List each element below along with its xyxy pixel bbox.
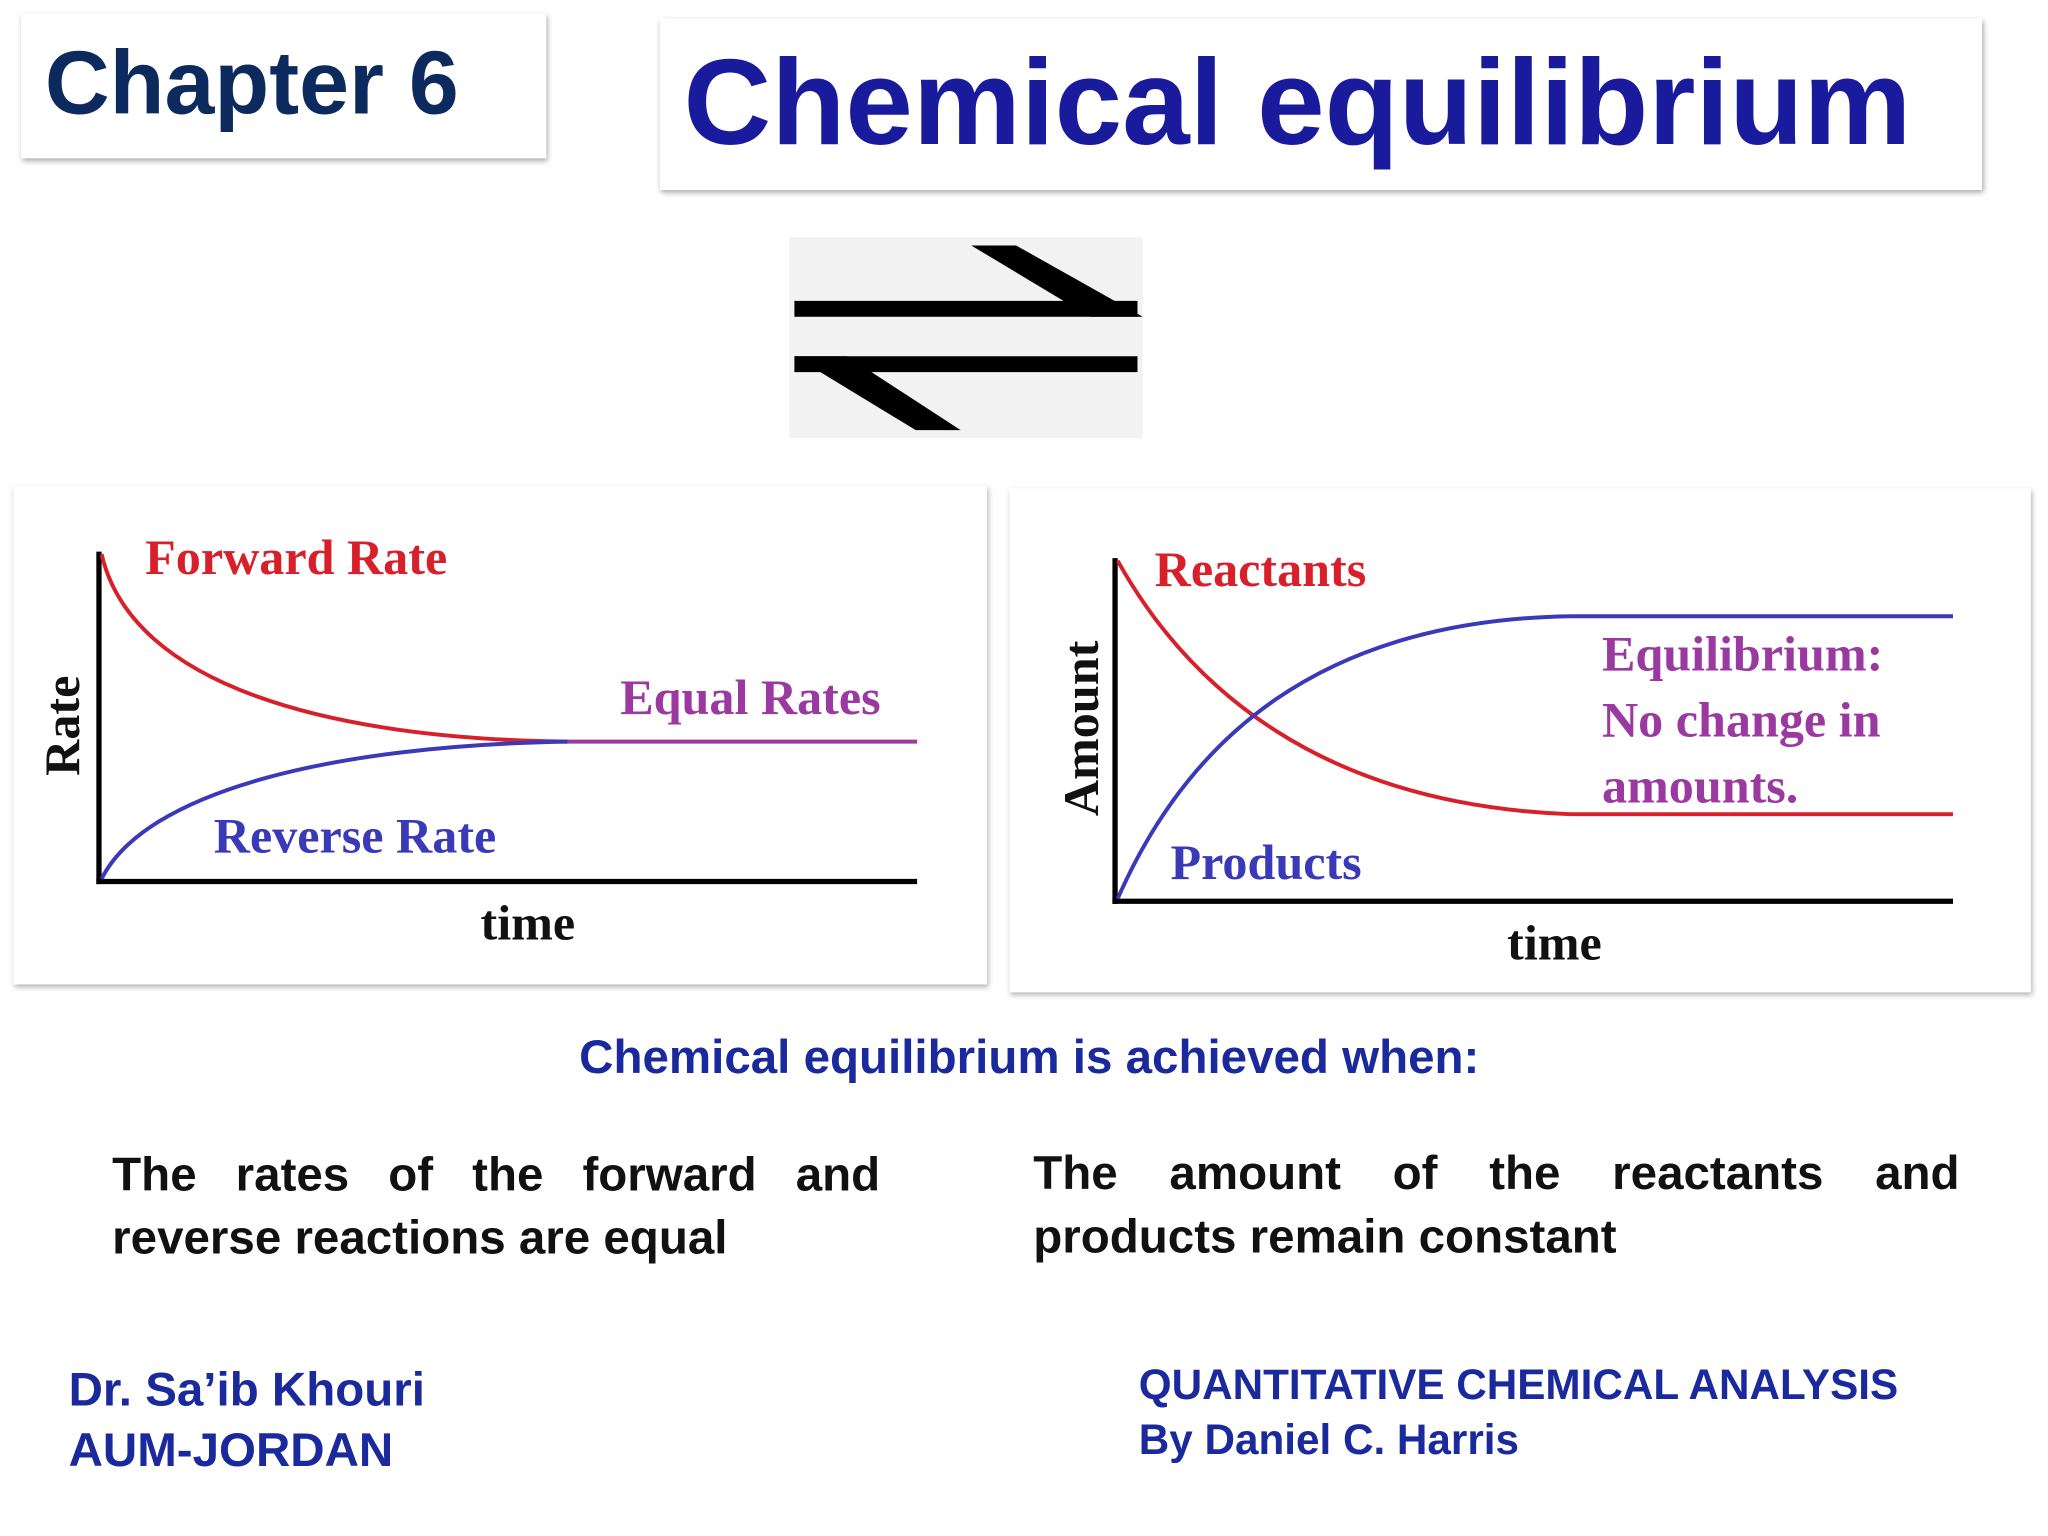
- products-curve: [1115, 614, 1953, 900]
- reverse-arrow-head: [794, 356, 961, 431]
- conditions-heading: Chemical equilibrium is achieved when:: [579, 1029, 1480, 1084]
- forward-curve: [99, 553, 568, 744]
- reactants-curve: [1115, 559, 1953, 817]
- products-label: Products: [1170, 834, 1361, 890]
- reverse-label: Reverse Rate: [214, 807, 497, 863]
- author: Dr. Sa’ib Khouri AUM-JORDAN: [69, 1359, 425, 1480]
- author-affiliation: AUM-JORDAN: [68, 1422, 394, 1477]
- amount-panel: [1009, 488, 2031, 993]
- equilibrium-label: No change in: [1602, 691, 1881, 747]
- condition-item: The rates of the forward and reverse rea…: [112, 1146, 881, 1265]
- book-title: QUANTITATIVE CHEMICAL ANALYSIS: [1138, 1360, 1899, 1409]
- chapter-box: Chapter 6: [21, 13, 547, 159]
- author-name: Dr. Sa’ib Khouri: [68, 1361, 425, 1416]
- equilibrium-label: amounts.: [1602, 757, 1798, 813]
- forward-label: Forward Rate: [145, 529, 447, 585]
- book: QUANTITATIVE CHEMICAL ANALYSIS By Daniel…: [1139, 1357, 1898, 1468]
- reverse-curve: [99, 739, 568, 880]
- arrow-bg: [789, 237, 1143, 439]
- y-axis-label: Amount: [1053, 640, 1109, 816]
- y-axis-label: Rate: [34, 676, 90, 776]
- equal-label: Equal Rates: [620, 669, 880, 725]
- title-box: Chemical equilibrium: [659, 18, 1983, 191]
- x-axis-label: time: [1507, 914, 1602, 970]
- chapter-label: Chapter 6: [44, 32, 459, 134]
- rate-panel: [13, 485, 988, 985]
- equilibrium-label: Equilibrium:: [1602, 625, 1883, 681]
- forward-arrow: [794, 300, 1138, 317]
- book-author: By Daniel C. Harris: [1138, 1415, 1519, 1464]
- condition-item: The amount of the reactants and products…: [1033, 1145, 1960, 1263]
- forward-arrow-head: [971, 245, 1143, 317]
- x-axis-label: time: [481, 895, 576, 951]
- reverse-arrow: [794, 356, 1138, 373]
- reactants-label: Reactants: [1155, 541, 1367, 597]
- slide-title: Chemical equilibrium: [683, 35, 1912, 171]
